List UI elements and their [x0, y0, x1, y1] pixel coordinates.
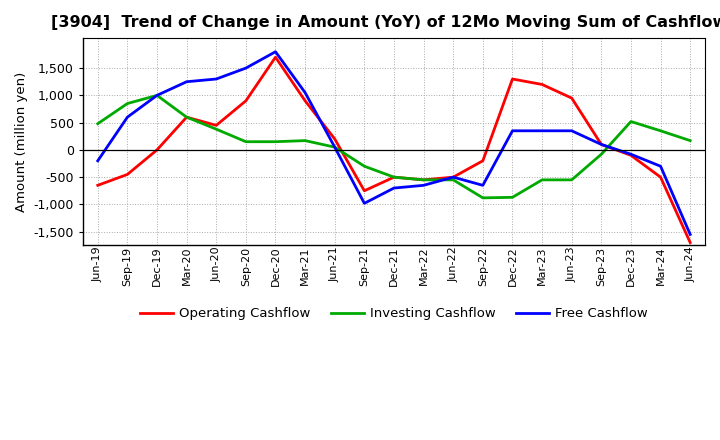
Investing Cashflow — [182, 114, 191, 120]
Free Cashflow — [241, 66, 250, 71]
Title: [3904]  Trend of Change in Amount (YoY) of 12Mo Moving Sum of Cashflows: [3904] Trend of Change in Amount (YoY) o… — [51, 15, 720, 30]
Free Cashflow — [449, 175, 457, 180]
Operating Cashflow — [656, 175, 665, 180]
Investing Cashflow — [153, 93, 161, 98]
Free Cashflow — [153, 93, 161, 98]
Operating Cashflow — [241, 98, 250, 103]
Free Cashflow — [597, 142, 606, 147]
Free Cashflow — [390, 185, 398, 191]
Operating Cashflow — [390, 175, 398, 180]
Free Cashflow — [626, 152, 635, 157]
Free Cashflow — [567, 128, 576, 133]
Operating Cashflow — [419, 177, 428, 183]
Operating Cashflow — [212, 123, 220, 128]
Investing Cashflow — [94, 121, 102, 126]
Investing Cashflow — [301, 138, 310, 143]
Free Cashflow — [508, 128, 517, 133]
Operating Cashflow — [182, 114, 191, 120]
Investing Cashflow — [123, 101, 132, 106]
Investing Cashflow — [626, 119, 635, 124]
Free Cashflow — [94, 158, 102, 163]
Investing Cashflow — [390, 175, 398, 180]
Investing Cashflow — [656, 128, 665, 133]
Operating Cashflow — [360, 188, 369, 194]
Free Cashflow — [686, 232, 695, 237]
Investing Cashflow — [449, 177, 457, 183]
Operating Cashflow — [94, 183, 102, 188]
Line: Investing Cashflow: Investing Cashflow — [98, 95, 690, 198]
Investing Cashflow — [567, 177, 576, 183]
Free Cashflow — [330, 144, 339, 150]
Investing Cashflow — [241, 139, 250, 144]
Operating Cashflow — [508, 77, 517, 82]
Operating Cashflow — [626, 153, 635, 158]
Operating Cashflow — [301, 98, 310, 103]
Investing Cashflow — [212, 127, 220, 132]
Free Cashflow — [123, 114, 132, 120]
Free Cashflow — [212, 77, 220, 82]
Investing Cashflow — [686, 138, 695, 143]
Operating Cashflow — [479, 158, 487, 163]
Free Cashflow — [479, 183, 487, 188]
Free Cashflow — [301, 90, 310, 95]
Investing Cashflow — [479, 195, 487, 201]
Free Cashflow — [360, 201, 369, 206]
Line: Free Cashflow: Free Cashflow — [98, 52, 690, 235]
Y-axis label: Amount (million yen): Amount (million yen) — [15, 72, 28, 212]
Investing Cashflow — [330, 144, 339, 150]
Free Cashflow — [656, 164, 665, 169]
Investing Cashflow — [271, 139, 280, 144]
Line: Operating Cashflow: Operating Cashflow — [98, 57, 690, 242]
Legend: Operating Cashflow, Investing Cashflow, Free Cashflow: Operating Cashflow, Investing Cashflow, … — [135, 302, 653, 326]
Free Cashflow — [538, 128, 546, 133]
Operating Cashflow — [330, 136, 339, 142]
Investing Cashflow — [538, 177, 546, 183]
Investing Cashflow — [597, 152, 606, 157]
Investing Cashflow — [419, 177, 428, 183]
Operating Cashflow — [538, 82, 546, 87]
Operating Cashflow — [567, 95, 576, 101]
Investing Cashflow — [508, 194, 517, 200]
Operating Cashflow — [686, 240, 695, 245]
Operating Cashflow — [449, 175, 457, 180]
Free Cashflow — [271, 49, 280, 55]
Operating Cashflow — [597, 142, 606, 147]
Operating Cashflow — [123, 172, 132, 177]
Operating Cashflow — [153, 147, 161, 153]
Free Cashflow — [182, 79, 191, 84]
Free Cashflow — [419, 183, 428, 188]
Investing Cashflow — [360, 164, 369, 169]
Operating Cashflow — [271, 55, 280, 60]
